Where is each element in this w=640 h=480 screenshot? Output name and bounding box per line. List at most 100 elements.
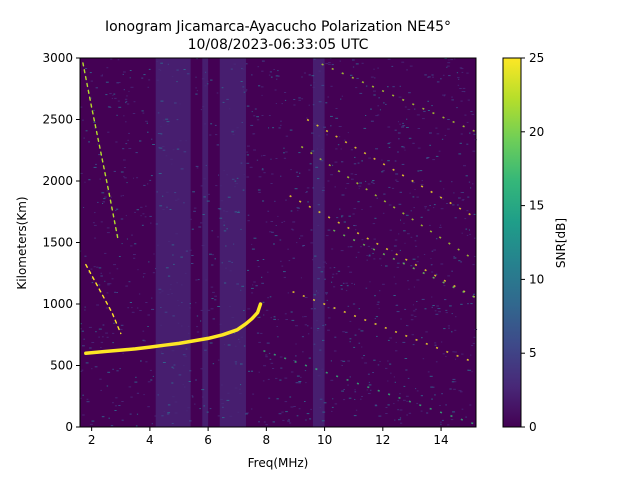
noise-pixel: [130, 245, 133, 247]
noise-pixel: [172, 396, 175, 398]
noise-pixel: [156, 191, 159, 193]
noise-pixel: [231, 317, 235, 319]
noise-pixel: [341, 215, 344, 217]
noise-pixel: [463, 165, 466, 167]
noise-pixel: [466, 210, 469, 212]
noise-pixel: [174, 401, 178, 403]
noise-pixel: [350, 173, 354, 175]
noise-pixel: [261, 282, 264, 284]
noise-pixel: [387, 360, 389, 362]
noise-pixel: [291, 319, 295, 321]
noise-pixel: [177, 322, 180, 324]
noise-pixel: [349, 341, 351, 343]
noise-pixel: [262, 200, 265, 202]
noise-pixel: [158, 173, 162, 174]
noise-pixel: [474, 256, 476, 257]
noise-pixel: [327, 180, 330, 182]
noise-pixel: [102, 203, 104, 204]
noise-pixel: [128, 132, 130, 134]
noise-pixel: [200, 368, 204, 370]
noise-pixel: [415, 245, 418, 247]
noise-pixel: [180, 325, 183, 327]
streak-band: [300, 145, 477, 262]
noise-pixel: [349, 320, 352, 322]
noise-pixel: [374, 217, 377, 219]
noise-pixel: [80, 328, 82, 330]
noise-pixel: [395, 341, 397, 343]
noise-pixel: [434, 394, 436, 396]
noise-pixel: [141, 224, 144, 226]
noise-pixel: [360, 246, 362, 248]
noise-pixel: [439, 180, 442, 182]
noise-pixel: [239, 393, 242, 395]
noise-pixel: [394, 239, 398, 241]
noise-pixel: [108, 417, 110, 419]
noise-pixel: [221, 406, 224, 408]
noise-pixel: [410, 314, 414, 316]
noise-pixel: [158, 147, 161, 149]
noise-pixel: [410, 265, 413, 267]
noise-pixel: [254, 108, 257, 110]
noise-pixel: [402, 262, 406, 264]
noise-pixel: [445, 355, 447, 357]
interference-band: [202, 58, 209, 427]
noise-pixel: [123, 167, 126, 168]
noise-pixel: [160, 125, 162, 127]
noise-pixel: [172, 149, 175, 151]
noise-pixel: [327, 307, 330, 309]
noise-pixel: [191, 396, 194, 398]
noise-pixel: [465, 416, 467, 418]
noise-pixel: [457, 84, 460, 86]
noise-pixel: [374, 318, 376, 320]
noise-pixel: [275, 225, 277, 226]
noise-pixel: [315, 166, 319, 168]
noise-pixel: [378, 415, 382, 417]
noise-pixel: [457, 77, 460, 79]
noise-pixel: [342, 360, 346, 362]
noise-pixel: [402, 341, 406, 343]
noise-pixel: [98, 284, 100, 286]
noise-pixel: [171, 423, 174, 424]
noise-pixel: [270, 317, 272, 319]
noise-pixel: [412, 344, 415, 346]
noise-pixel: [435, 313, 439, 315]
noise-pixel: [334, 403, 338, 405]
colorbar-gradient: [502, 57, 522, 428]
noise-pixel: [253, 149, 256, 151]
noise-pixel: [317, 267, 321, 269]
noise-pixel: [84, 255, 87, 257]
noise-pixel: [316, 148, 319, 150]
noise-pixel: [376, 197, 378, 199]
noise-pixel: [262, 301, 265, 303]
noise-pixel: [226, 399, 230, 401]
noise-pixel: [365, 115, 367, 116]
noise-pixel: [128, 90, 130, 92]
noise-pixel: [458, 197, 461, 199]
noise-pixel: [332, 273, 335, 275]
noise-pixel: [409, 65, 413, 67]
noise-pixel: [408, 92, 411, 94]
noise-pixel: [212, 363, 215, 365]
noise-pixel: [83, 338, 85, 340]
noise-pixel: [368, 157, 371, 159]
noise-pixel: [258, 421, 260, 423]
noise-pixel: [250, 408, 253, 410]
noise-pixel: [312, 86, 316, 88]
noise-pixel: [157, 112, 160, 114]
noise-pixel: [113, 170, 116, 172]
noise-pixel: [330, 360, 332, 362]
noise-pixel: [336, 217, 339, 219]
noise-pixel: [447, 325, 450, 327]
noise-pixel: [106, 336, 109, 338]
noise-pixel: [113, 322, 116, 324]
noise-pixel: [404, 242, 406, 244]
noise-pixel: [192, 191, 195, 193]
noise-pixel: [464, 218, 467, 220]
noise-pixel: [421, 180, 423, 182]
noise-pixel: [344, 331, 348, 333]
noise-pixel: [145, 120, 148, 122]
noise-pixel: [234, 345, 237, 347]
noise-pixel: [150, 222, 152, 224]
noise-pixel: [277, 215, 279, 217]
noise-pixel: [149, 215, 152, 217]
